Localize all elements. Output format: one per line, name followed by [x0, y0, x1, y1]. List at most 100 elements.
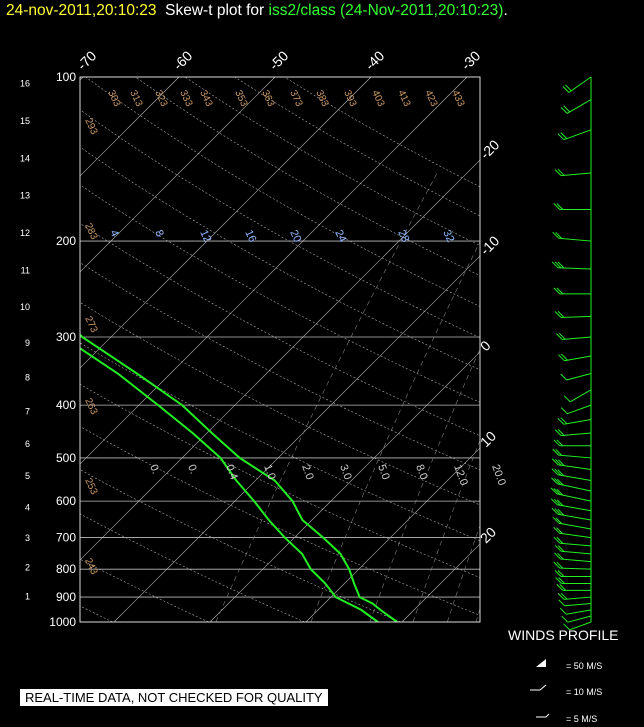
- height-label-12: 12: [20, 228, 30, 238]
- theta-label-383: 383: [313, 89, 330, 109]
- wind-barb-400: [567, 404, 592, 415]
- wind-barb-1000: [569, 621, 592, 631]
- plot-area: [80, 77, 644, 622]
- wind-flag-925-0: [558, 599, 566, 607]
- wind-flag-450-0: [554, 429, 562, 436]
- wind-flag-150-0: [554, 169, 562, 176]
- dry-adiabat-393: [85, 77, 480, 307]
- dry-adiabat-293: [80, 469, 401, 622]
- dry-adiabat-423: [234, 77, 480, 217]
- temp-label--30: -30: [458, 47, 484, 73]
- mixing-line-16: [412, 439, 480, 622]
- theta-label-323: 323: [152, 89, 169, 109]
- theta-e-label-7: 8.0: [413, 463, 430, 481]
- wind-flag-650-0: [551, 507, 559, 515]
- wind-flag-625-0: [550, 498, 558, 506]
- wind-flag-850-0: [555, 577, 562, 584]
- wind-flag-975-0: [561, 615, 569, 623]
- theta-label-263: 263: [82, 397, 99, 417]
- mixing-label-32: 32: [440, 228, 456, 244]
- theta-e-label-1: 0.: [185, 463, 199, 476]
- wind-flag-325-0: [558, 354, 565, 362]
- wind-flag-500-0: [552, 448, 560, 456]
- wind-flag-625-1: [553, 498, 561, 506]
- dry-adiabat-303: [80, 426, 480, 616]
- wind-barb-675: [559, 522, 592, 530]
- pressure-label-700: 700: [56, 531, 76, 545]
- legend-barb-5: [536, 713, 550, 718]
- wind-flag-375-0: [563, 395, 571, 403]
- dry-adiabat-363: [80, 184, 480, 403]
- wind-flag-525-1: [554, 458, 562, 466]
- height-label-9: 9: [25, 338, 30, 348]
- wind-flag-700-0: [553, 526, 560, 534]
- temp-label--50: -50: [266, 47, 292, 73]
- temp-label--10: -10: [477, 232, 503, 258]
- wind-barb-375: [569, 389, 592, 403]
- isotherm-0: [209, 351, 480, 622]
- wind-flag-650-2: [557, 508, 565, 516]
- wind-flag-675-0: [552, 516, 560, 524]
- wind-barb-350: [566, 373, 592, 381]
- wind-barb-110: [566, 99, 592, 114]
- wind-flag-600-0: [550, 487, 558, 495]
- wind-flag-350-0: [560, 373, 568, 381]
- wind-flag-850-1: [558, 577, 565, 584]
- pressure-label-300: 300: [56, 330, 76, 344]
- height-label-3: 3: [25, 533, 30, 543]
- wind-flag-525-0: [551, 458, 559, 466]
- theta-label-393: 393: [341, 89, 358, 109]
- wind-flag-100-0: [562, 86, 570, 93]
- plot-frame: [79, 76, 481, 623]
- wind-flag-825-0: [554, 570, 562, 577]
- theta-label-413: 413: [395, 89, 412, 109]
- mixing-line-28: [500, 173, 644, 622]
- wind-flag-900-0: [557, 593, 565, 600]
- dry-adiabat-383: [80, 109, 480, 339]
- height-label-6: 6: [25, 439, 30, 449]
- isotherm-10: [305, 447, 480, 622]
- height-label-10: 10: [20, 302, 30, 312]
- theta-e-label-5: 3.0: [337, 463, 354, 481]
- wind-flag-575-2: [557, 478, 564, 486]
- legend-flag-50: [536, 659, 546, 667]
- mixing-line-4: [215, 172, 438, 622]
- title-date: 24-nov-2011,20:10:23: [6, 2, 157, 19]
- mixing-label-24: 24: [332, 228, 348, 244]
- wind-flag-775-1: [557, 552, 564, 560]
- height-label-7: 7: [25, 406, 30, 416]
- mixing-label-20: 20: [287, 228, 303, 244]
- wind-flag-100-1: [564, 84, 572, 92]
- temp-label--70: -70: [74, 47, 100, 73]
- theta-e-label-8: 12.0: [451, 463, 470, 487]
- isotherm--40: [80, 77, 372, 369]
- wind-flag-425-1: [560, 417, 568, 425]
- wind-barb-275: [560, 315, 592, 318]
- theta-e-label-0: 0.: [147, 463, 161, 476]
- wind-barb-650: [557, 513, 592, 521]
- mixing-label-4: 4: [107, 228, 120, 239]
- wind-flag-725-0: [553, 536, 561, 544]
- wind-flag-275-0: [554, 311, 562, 318]
- title-text: Skew-t plot for: [165, 2, 265, 19]
- wind-flag-175-0: [553, 203, 561, 210]
- wind-barb-900: [564, 596, 592, 600]
- dry-adiabat-373: [80, 146, 480, 371]
- dry-adiabat-273: [80, 558, 209, 622]
- dry-adiabat-313: [80, 383, 480, 578]
- theta-e-label-9: 20.0: [489, 463, 508, 487]
- wind-barb-100: [568, 76, 592, 93]
- wind-barb-325: [564, 355, 592, 362]
- theta-label-343: 343: [197, 89, 214, 109]
- wind-flag-800-0: [553, 561, 561, 569]
- wind-barb-425: [563, 418, 592, 425]
- mixing-line-20: [447, 524, 480, 622]
- wind-barb-500: [558, 454, 592, 459]
- wind-flag-725-1: [556, 537, 564, 544]
- theta-label-363: 363: [259, 89, 276, 109]
- isotherm--50: [80, 77, 276, 273]
- isotherm--10: [113, 255, 480, 622]
- wind-flag-550-2: [557, 469, 565, 477]
- height-label-8: 8: [25, 373, 30, 383]
